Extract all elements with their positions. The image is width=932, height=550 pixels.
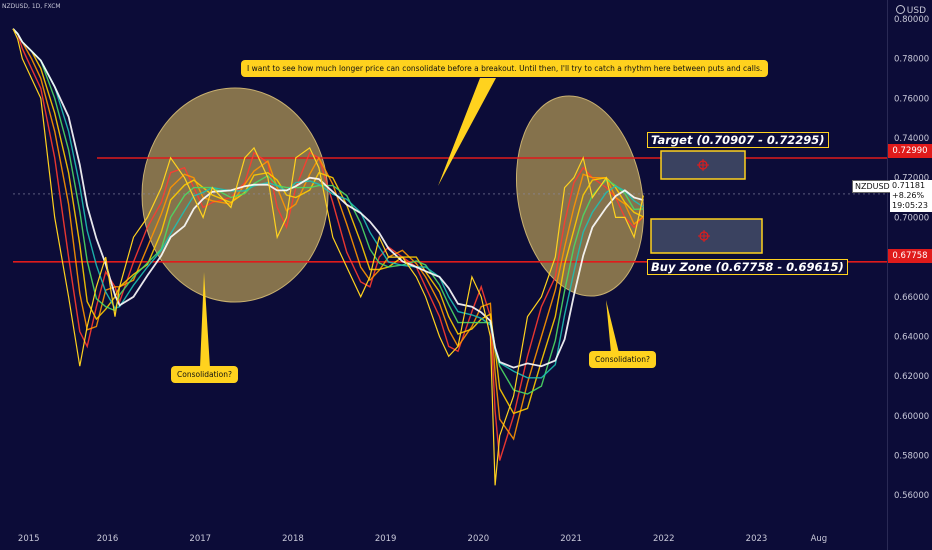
x-axis: 2015 2016 2017 2018 2019 2020 2021 2022 2023 Aug [18,534,827,544]
y-tick-label: 0.78000 [894,55,929,65]
current-values: 0.71181 +8.26% 19:05:23 [890,180,932,212]
moving-average-line [12,28,644,415]
axis-separator [887,0,888,550]
x-tick-label: Aug [811,534,828,544]
x-tick-label: 2021 [560,534,582,544]
current-symbol: NZDUSD [852,180,893,193]
consolidation-left-text: Consolidation? [177,370,232,379]
price-line [12,28,644,486]
moving-average-line [12,28,644,461]
callout-pointers [200,78,619,368]
x-tick-label: 2016 [97,534,119,544]
moving-average-line [12,28,644,379]
target-zone-label: Target (0.70907 - 0.72295) [647,132,829,148]
y-tick-label: 0.76000 [894,94,929,104]
consolidation-right-callout: Consolidation? [589,351,656,368]
y-tick-label: 0.70000 [894,213,929,223]
consolidation-ellipses [141,87,645,303]
y-tick-label: 0.64000 [894,332,929,342]
currency-label[interactable]: USD [895,5,926,16]
y-tick-label: 0.58000 [894,452,929,462]
y-axis: 0.80000 0.78000 0.76000 0.74000 0.72000 0.700… [894,15,929,501]
x-tick-label: 2019 [375,534,397,544]
consolidation-left-pointer [200,272,210,368]
main-note-pointer [438,78,496,186]
moving-averages [12,28,644,461]
consolidation-ellipse-right [515,95,645,297]
x-tick-label: 2017 [189,534,211,544]
target-zone-text: Target (0.70907 - 0.72295) [651,133,825,147]
x-tick-label: 2015 [18,534,40,544]
current-change: +8.26% [892,191,925,200]
current-countdown: 19:05:23 [892,201,928,210]
y-tick-label: 0.66000 [894,293,929,303]
moving-average-line [12,28,644,369]
x-tick-label: 2020 [468,534,490,544]
buy-zone-label: Buy Zone (0.67758 - 0.69615) [647,259,848,275]
currency-icon [895,5,905,14]
buy-zone-text: Buy Zone (0.67758 - 0.69615) [651,260,844,274]
y-tick-label: 0.74000 [894,134,929,144]
level-tag-upper: 0.72990 [888,144,932,158]
crosshair-lines [698,230,710,242]
y-tick-label: 0.60000 [894,412,929,422]
main-note-callout: I want to see how much longer price can … [241,60,769,77]
x-tick-label: 2023 [746,534,768,544]
current-price: 0.71181 [892,181,926,190]
consolidation-ellipse-left [141,87,329,303]
y-tick-label: 0.62000 [894,372,929,382]
price-path [12,28,644,486]
consolidation-right-text: Consolidation? [595,355,650,364]
y-tick-label: 0.72000 [894,174,929,184]
main-note-text: I want to see how much longer price can … [247,64,763,73]
crosshair-lines [697,159,709,171]
level-tag-lower: 0.67758 [888,249,932,263]
x-tick-label: 2018 [282,534,304,544]
consolidation-left-callout: Consolidation? [171,366,238,383]
currency-text: USD [906,6,926,16]
consolidation-right-pointer [606,300,619,353]
y-tick-label: 0.80000 [894,15,929,25]
y-tick-label: 0.56000 [894,491,929,501]
x-tick-label: 2022 [653,534,675,544]
trade-zones [650,150,763,254]
moving-average-line [12,28,644,441]
symbol-label: NZDUSD, 1D, FXCM [2,3,61,10]
